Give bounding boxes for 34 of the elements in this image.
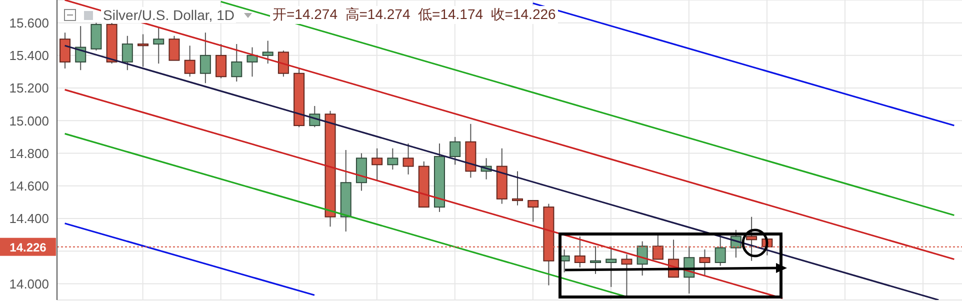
candlestick bbox=[621, 254, 632, 298]
candlestick bbox=[528, 200, 539, 222]
candlestick bbox=[246, 46, 258, 78]
candlestick bbox=[512, 170, 523, 206]
candlestick bbox=[590, 246, 602, 274]
candlestick bbox=[714, 232, 726, 266]
candlestick bbox=[699, 248, 710, 276]
candlestick bbox=[278, 50, 289, 78]
y-tick-label: 14.600 bbox=[9, 178, 49, 194]
candlestick bbox=[387, 148, 398, 170]
candlestick bbox=[231, 44, 242, 82]
candlestick bbox=[372, 148, 383, 182]
y-tick-label: 14.000 bbox=[9, 276, 49, 292]
candlestick bbox=[153, 27, 164, 64]
y-tick-label: 15.600 bbox=[9, 15, 49, 30]
y-tick-label: 14.800 bbox=[9, 146, 49, 161]
candlestick bbox=[138, 34, 149, 68]
y-tick-label: 15.000 bbox=[9, 113, 49, 128]
text: 开=14.274 高=14.274 低=14.174 收=14.226 bbox=[270, 6, 558, 24]
ref-line-label: 14.226 bbox=[10, 240, 47, 254]
candlestick bbox=[60, 32, 70, 69]
candlestick bbox=[184, 45, 196, 78]
candlestick bbox=[200, 32, 211, 84]
candlestick bbox=[168, 35, 180, 61]
y-tick-label: 14.400 bbox=[9, 211, 49, 226]
candlestick bbox=[262, 40, 274, 64]
candlestick bbox=[122, 35, 133, 71]
candlestick bbox=[402, 142, 414, 175]
y-tick-label: 15.200 bbox=[9, 80, 49, 96]
y-tick-label: 15.400 bbox=[9, 48, 49, 64]
candlestick bbox=[450, 136, 461, 166]
candlestick bbox=[216, 44, 227, 79]
text: Silver/U.S. Dollar, 1D bbox=[101, 7, 236, 23]
candlestick bbox=[606, 246, 617, 288]
